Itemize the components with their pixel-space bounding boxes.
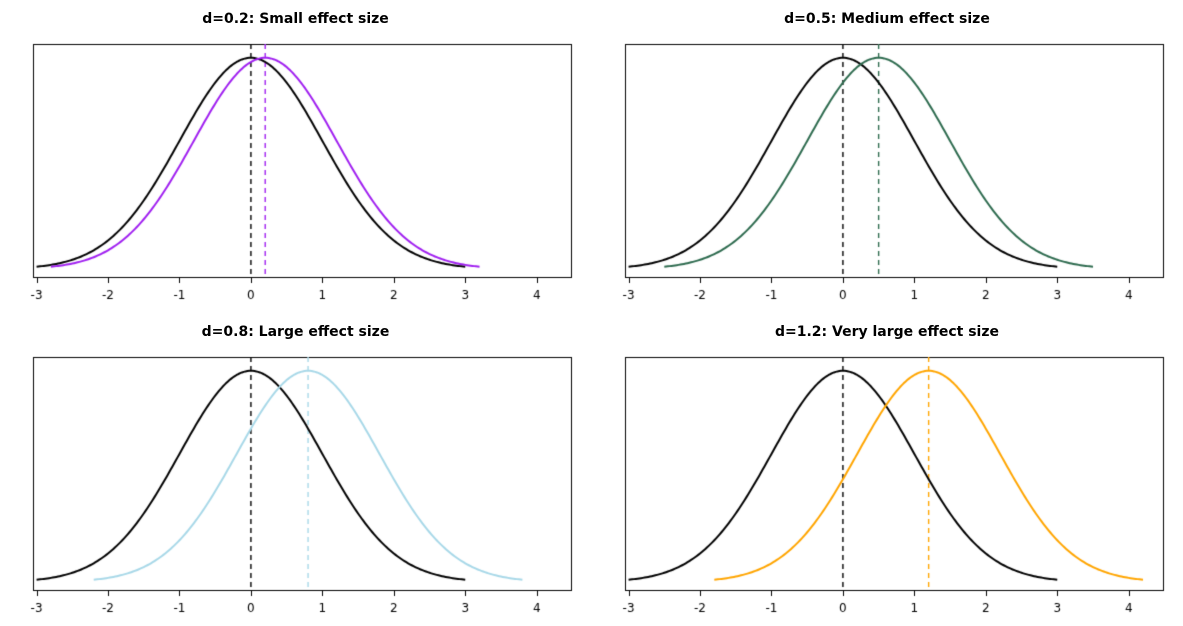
plot-canvas-small-effect [0,34,591,313]
plot-canvas-medium-effect [591,34,1183,313]
panel-small-effect: d=0.2: Small effect size [0,0,591,313]
panel-very-large-effect: d=1.2: Very large effect size [591,313,1183,626]
plot-canvas-large-effect [0,347,591,626]
plot-canvas-very-large-effect [591,347,1183,626]
panel-title-medium-effect: d=0.5: Medium effect size [784,11,990,27]
panel-medium-effect: d=0.5: Medium effect size [591,0,1183,313]
panel-title-large-effect: d=0.8: Large effect size [201,324,390,340]
panel-large-effect: d=0.8: Large effect size [0,313,591,626]
panel-title-very-large-effect: d=1.2: Very large effect size [774,324,999,340]
panel-title-small-effect: d=0.2: Small effect size [202,11,389,27]
